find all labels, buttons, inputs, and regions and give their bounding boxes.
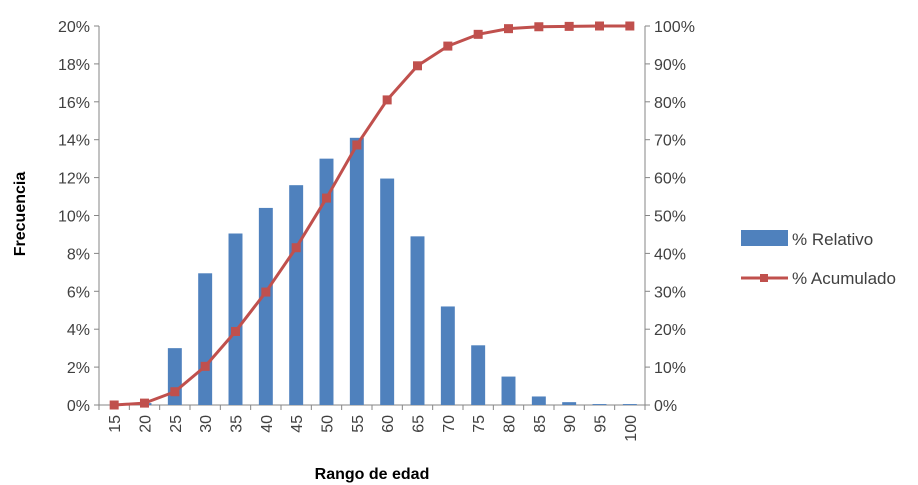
y-tick-label-right: 20% bbox=[654, 322, 686, 339]
y-tick-label-left: 14% bbox=[58, 133, 90, 150]
legend-label-acumulado: % Acumulado bbox=[792, 269, 896, 288]
legend-marker-acumulado bbox=[760, 274, 768, 282]
y-tick-label-left: 16% bbox=[58, 95, 90, 112]
line-point bbox=[291, 243, 301, 253]
x-tick-label: 85 bbox=[532, 415, 549, 433]
axes bbox=[94, 25, 650, 410]
line-point bbox=[140, 398, 149, 408]
line-point bbox=[109, 400, 119, 410]
legend-label-relativo: % Relativo bbox=[792, 230, 873, 249]
bar bbox=[380, 178, 395, 405]
bar bbox=[167, 348, 182, 405]
y-tick-label-left: 8% bbox=[67, 246, 90, 263]
y-tick-label-right: 90% bbox=[654, 57, 686, 74]
legend-swatch-relativo bbox=[741, 230, 788, 246]
x-tick-label: 95 bbox=[593, 415, 610, 433]
line-point bbox=[504, 24, 513, 34]
bar bbox=[471, 345, 486, 405]
line-point bbox=[231, 326, 240, 336]
bar bbox=[228, 233, 243, 405]
bar bbox=[319, 158, 334, 405]
line-point bbox=[625, 21, 635, 31]
y-tick-label-left: 18% bbox=[58, 57, 90, 74]
y-tick-label-left: 2% bbox=[67, 360, 90, 377]
legend: % Relativo % Acumulado bbox=[741, 230, 896, 288]
line-point bbox=[473, 29, 483, 39]
y-tick-label-left: 12% bbox=[58, 171, 90, 188]
y-tick-label-left: 10% bbox=[58, 209, 90, 226]
x-tick-label: 20 bbox=[138, 415, 155, 433]
y-tick-label-left: 20% bbox=[58, 19, 90, 36]
x-tick-label: 30 bbox=[198, 415, 215, 433]
bar bbox=[562, 402, 577, 405]
y-tick-label-left: 4% bbox=[67, 322, 90, 339]
y-tick-label-right: 50% bbox=[654, 209, 686, 226]
x-tick-label: 55 bbox=[350, 415, 367, 433]
x-tick-label: 60 bbox=[380, 415, 397, 433]
bar bbox=[349, 137, 364, 405]
x-tick-label: 50 bbox=[320, 415, 337, 433]
x-tick-label: 100 bbox=[623, 415, 640, 442]
x-tick-label: 90 bbox=[562, 415, 579, 433]
line-series bbox=[109, 21, 635, 410]
bar-series bbox=[137, 137, 637, 405]
bar bbox=[289, 185, 304, 405]
y-tick-label-right: 70% bbox=[654, 133, 686, 150]
x-tick-label: 45 bbox=[289, 415, 306, 433]
bar bbox=[440, 306, 455, 405]
line-point bbox=[352, 140, 362, 150]
x-tick-label: 70 bbox=[441, 415, 458, 433]
x-tick-label: 40 bbox=[259, 415, 276, 433]
line-point bbox=[595, 21, 604, 31]
bar bbox=[258, 207, 273, 405]
y-tick-label-right: 100% bbox=[654, 19, 695, 36]
y-tick-label-left: 6% bbox=[67, 284, 90, 301]
x-tick-label: 65 bbox=[411, 415, 428, 433]
bar bbox=[531, 396, 546, 405]
x-tick-label: 35 bbox=[229, 415, 246, 433]
line-point bbox=[170, 387, 180, 397]
y-tick-label-right: 80% bbox=[654, 95, 686, 112]
y-tick-label-right: 10% bbox=[654, 360, 686, 377]
line-point bbox=[534, 22, 544, 32]
x-tick-label: 80 bbox=[502, 415, 519, 433]
x-tick-label: 75 bbox=[471, 415, 488, 433]
bar bbox=[501, 376, 516, 405]
bar bbox=[198, 273, 213, 405]
line-point bbox=[413, 61, 422, 71]
x-tick-label: 25 bbox=[168, 415, 185, 433]
bar bbox=[622, 404, 637, 405]
x-axis-title: Rango de edad bbox=[315, 466, 430, 483]
line-point bbox=[564, 21, 574, 31]
tick-labels: 0% 2% 4% 6% 8% 10% 12% 14% 16% 18% 20% 0% 10% 20% 30% 4… bbox=[58, 19, 695, 442]
line-point bbox=[261, 287, 271, 297]
x-tick-label: 15 bbox=[107, 415, 124, 433]
line-point bbox=[322, 193, 331, 203]
y-tick-label-left: 0% bbox=[67, 398, 90, 415]
cumulative-line bbox=[114, 24, 630, 407]
y-axis-title: Frecuencia bbox=[12, 172, 29, 257]
y-tick-label-right: 60% bbox=[654, 171, 686, 188]
line-point bbox=[382, 95, 392, 105]
y-tick-label-right: 40% bbox=[654, 246, 686, 263]
y-tick-label-right: 30% bbox=[654, 284, 686, 301]
line-point bbox=[200, 361, 210, 371]
bar bbox=[592, 404, 607, 405]
y-tick-label-right: 0% bbox=[654, 398, 677, 415]
line-point bbox=[443, 41, 453, 51]
bar bbox=[410, 236, 425, 405]
